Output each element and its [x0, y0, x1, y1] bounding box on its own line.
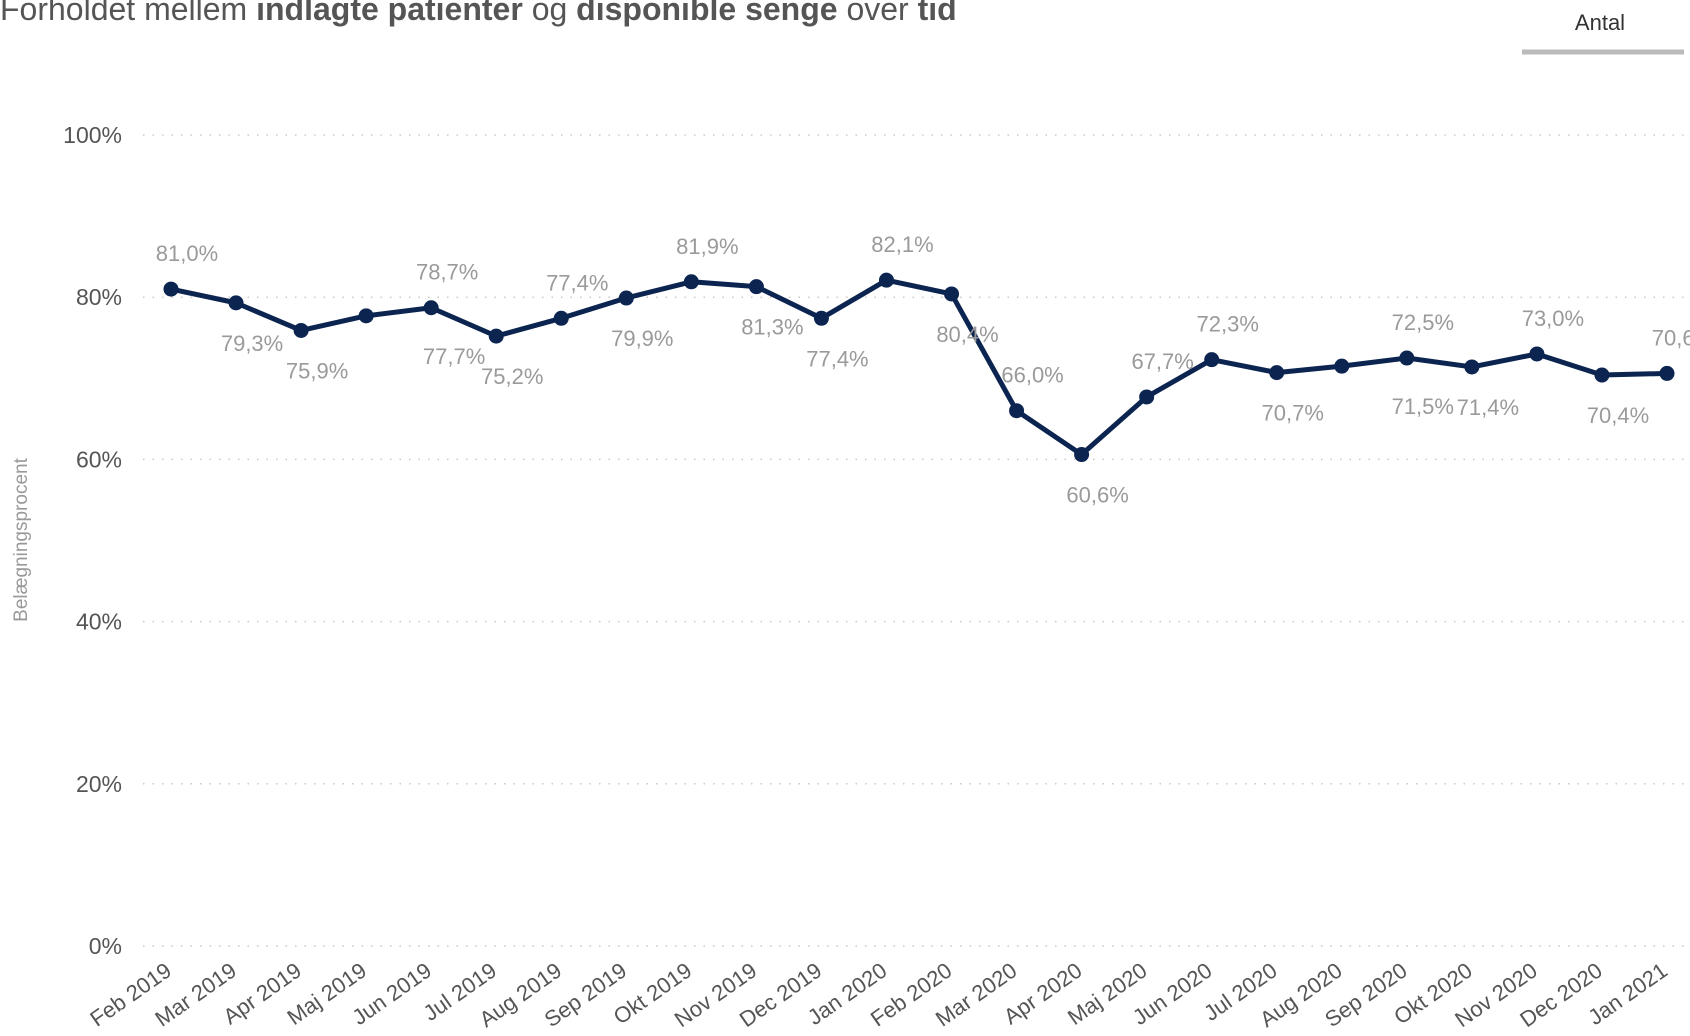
data-point [1074, 447, 1090, 463]
data-point [163, 281, 179, 297]
data-point [228, 295, 244, 311]
data-label: 75,9% [286, 358, 348, 383]
data-point [1594, 367, 1610, 383]
data-point [1204, 352, 1220, 368]
data-point [293, 322, 309, 338]
data-point [1529, 346, 1545, 362]
data-label: 60,6% [1066, 483, 1128, 508]
data-label: 72,3% [1197, 312, 1259, 337]
data-point [358, 308, 374, 324]
data-point [488, 328, 504, 344]
data-point [878, 272, 894, 288]
chart-title: Forholdet mellem indlagte patienter og d… [0, 0, 957, 27]
data-point [1139, 389, 1155, 405]
data-label: 75,2% [481, 364, 543, 389]
data-label: 82,1% [871, 232, 933, 257]
title-segment: indlagte patienter [256, 0, 523, 27]
toggle-button[interactable]: Antal [1575, 10, 1625, 35]
y-tick-label: 60% [76, 446, 122, 472]
data-label: 80,4% [936, 322, 998, 347]
data-point [1009, 403, 1025, 419]
data-label: 77,4% [546, 270, 608, 295]
data-label: 79,9% [611, 326, 673, 351]
data-point [683, 274, 699, 290]
y-tick-label: 100% [63, 122, 122, 148]
data-label: 77,7% [423, 344, 485, 369]
data-point [813, 310, 829, 326]
data-point [1399, 350, 1415, 366]
title-segment: og [523, 0, 576, 27]
data-point [423, 300, 439, 316]
data-label: 79,3% [221, 331, 283, 356]
data-label: 70,6% [1652, 325, 1690, 350]
data-label: 70,4% [1587, 403, 1649, 428]
y-tick-label: 40% [76, 609, 122, 635]
data-point [1659, 365, 1675, 381]
y-axis-label: Belægningsprocent [11, 457, 32, 621]
data-label: 78,7% [416, 260, 478, 285]
data-point [553, 310, 569, 326]
data-point [1269, 365, 1285, 381]
data-label: 72,5% [1392, 310, 1454, 335]
data-point [944, 286, 960, 302]
data-point [748, 279, 764, 295]
y-tick-label: 20% [76, 771, 122, 797]
data-label: 71,5% [1392, 394, 1454, 419]
title-segment: Forholdet mellem [0, 0, 256, 27]
data-point [1334, 358, 1350, 374]
data-point [1464, 359, 1480, 375]
data-label: 71,4% [1457, 395, 1519, 420]
data-label: 73,0% [1522, 306, 1584, 331]
y-tick-label: 80% [76, 284, 122, 310]
line [170, 277, 1668, 458]
data-label: 81,9% [676, 234, 738, 259]
data-label: 81,3% [741, 315, 803, 340]
data-label: 67,7% [1131, 349, 1193, 374]
data-label: 70,7% [1262, 401, 1324, 426]
title-segment: over [838, 0, 918, 27]
data-label: 77,4% [806, 346, 868, 371]
y-tick-label: 0% [89, 933, 122, 959]
title-segment: disponible senge [576, 0, 837, 27]
data-label: 81,0% [156, 241, 218, 266]
data-point [618, 290, 634, 306]
title-segment: tid [918, 0, 957, 27]
data-label: 66,0% [1001, 363, 1063, 388]
